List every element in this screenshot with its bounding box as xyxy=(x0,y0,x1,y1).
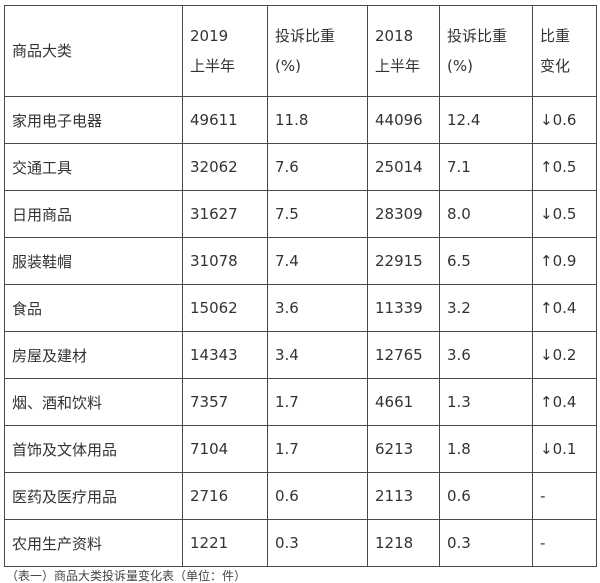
cell-pct-2018: 0.6 xyxy=(439,472,533,520)
header-pct-2019-unit: (%) xyxy=(275,57,301,75)
cell-pct-2019: 7.5 xyxy=(267,190,368,238)
cell-count-2019: 31078 xyxy=(182,237,268,285)
cell-category: 家用电子电器 xyxy=(4,96,183,144)
table-caption: （表一）商品大类投诉量变化表（单位：件） xyxy=(6,569,247,583)
header-count-2018: 2018 上半年 xyxy=(367,5,440,97)
cell-category: 交通工具 xyxy=(4,143,183,191)
cell-change: - xyxy=(532,472,597,520)
cell-change: ↓0.2 xyxy=(532,331,597,379)
table-header-row: 商品大类 2019 上半年 投诉比重 (%) 2018 上半年 投诉比重 (%)… xyxy=(4,5,597,97)
cell-count-2018: 25014 xyxy=(367,143,440,191)
cell-count-2019: 49611 xyxy=(182,96,268,144)
cell-pct-2018: 7.1 xyxy=(439,143,533,191)
cell-count-2019: 14343 xyxy=(182,331,268,379)
header-count-2018-period: 上半年 xyxy=(375,57,421,75)
header-count-2018-year: 2018 xyxy=(375,27,414,45)
cell-pct-2019: 0.3 xyxy=(267,519,368,567)
cell-pct-2019: 1.7 xyxy=(267,425,368,473)
cell-count-2018: 11339 xyxy=(367,284,440,332)
cell-count-2018: 1218 xyxy=(367,519,440,567)
cell-pct-2018: 1.3 xyxy=(439,378,533,426)
table-row: 烟、酒和饮料 7357 1.7 4661 1.3 ↑0.4 xyxy=(4,378,597,426)
cell-change: ↑0.4 xyxy=(532,284,597,332)
cell-count-2018: 4661 xyxy=(367,378,440,426)
table-row: 家用电子电器 49611 11.8 44096 12.4 ↓0.6 xyxy=(4,96,597,144)
cell-pct-2018: 8.0 xyxy=(439,190,533,238)
cell-count-2019: 31627 xyxy=(182,190,268,238)
cell-change: ↓0.1 xyxy=(532,425,597,473)
cell-category: 烟、酒和饮料 xyxy=(4,378,183,426)
table-row: 食品 15062 3.6 11339 3.2 ↑0.4 xyxy=(4,284,597,332)
header-pct-2018: 投诉比重 (%) xyxy=(439,5,533,97)
cell-pct-2018: 3.2 xyxy=(439,284,533,332)
header-pct-2018-unit: (%) xyxy=(447,57,473,75)
cell-change: ↓0.6 xyxy=(532,96,597,144)
cell-change: ↑0.5 xyxy=(532,143,597,191)
complaint-category-table: 商品大类 2019 上半年 投诉比重 (%) 2018 上半年 投诉比重 (%)… xyxy=(4,5,597,567)
cell-category: 服装鞋帽 xyxy=(4,237,183,285)
cell-pct-2018: 0.3 xyxy=(439,519,533,567)
cell-count-2018: 44096 xyxy=(367,96,440,144)
cell-pct-2019: 7.4 xyxy=(267,237,368,285)
cell-count-2018: 2113 xyxy=(367,472,440,520)
cell-change: ↓0.5 xyxy=(532,190,597,238)
table-row: 医药及医疗用品 2716 0.6 2113 0.6 - xyxy=(4,472,597,520)
cell-pct-2019: 3.4 xyxy=(267,331,368,379)
cell-count-2018: 22915 xyxy=(367,237,440,285)
cell-count-2019: 7357 xyxy=(182,378,268,426)
cell-pct-2019: 7.6 xyxy=(267,143,368,191)
header-pct-2019: 投诉比重 (%) xyxy=(267,5,368,97)
cell-pct-2018: 6.5 xyxy=(439,237,533,285)
cell-pct-2019: 1.7 xyxy=(267,378,368,426)
cell-category: 食品 xyxy=(4,284,183,332)
table-row: 日用商品 31627 7.5 28309 8.0 ↓0.5 xyxy=(4,190,597,238)
header-change: 比重 变化 xyxy=(532,5,597,97)
table-row: 交通工具 32062 7.6 25014 7.1 ↑0.5 xyxy=(4,143,597,191)
header-change-line2: 变化 xyxy=(540,57,571,75)
header-count-2019-year: 2019 xyxy=(190,27,229,45)
cell-count-2018: 6213 xyxy=(367,425,440,473)
cell-change: ↑0.4 xyxy=(532,378,597,426)
cell-category: 日用商品 xyxy=(4,190,183,238)
cell-pct-2018: 3.6 xyxy=(439,331,533,379)
table-row: 农用生产资料 1221 0.3 1218 0.3 - xyxy=(4,519,597,567)
cell-change: - xyxy=(532,519,597,567)
header-pct-2019-label: 投诉比重 xyxy=(275,27,336,45)
header-change-line1: 比重 xyxy=(540,27,571,45)
table-row: 首饰及文体用品 7104 1.7 6213 1.8 ↓0.1 xyxy=(4,425,597,473)
header-count-2019: 2019 上半年 xyxy=(182,5,268,97)
cell-count-2019: 15062 xyxy=(182,284,268,332)
cell-count-2019: 32062 xyxy=(182,143,268,191)
cell-count-2019: 7104 xyxy=(182,425,268,473)
cell-pct-2019: 3.6 xyxy=(267,284,368,332)
cell-count-2019: 2716 xyxy=(182,472,268,520)
cell-pct-2019: 11.8 xyxy=(267,96,368,144)
table-row: 服装鞋帽 31078 7.4 22915 6.5 ↑0.9 xyxy=(4,237,597,285)
cell-category: 首饰及文体用品 xyxy=(4,425,183,473)
header-pct-2018-label: 投诉比重 xyxy=(447,27,508,45)
cell-count-2018: 28309 xyxy=(367,190,440,238)
header-category: 商品大类 xyxy=(4,5,183,97)
cell-pct-2018: 12.4 xyxy=(439,96,533,144)
cell-category: 房屋及建材 xyxy=(4,331,183,379)
cell-count-2018: 12765 xyxy=(367,331,440,379)
header-count-2019-period: 上半年 xyxy=(190,57,236,75)
cell-pct-2018: 1.8 xyxy=(439,425,533,473)
cell-category: 农用生产资料 xyxy=(4,519,183,567)
cell-category: 医药及医疗用品 xyxy=(4,472,183,520)
cell-change: ↑0.9 xyxy=(532,237,597,285)
cell-pct-2019: 0.6 xyxy=(267,472,368,520)
cell-count-2019: 1221 xyxy=(182,519,268,567)
header-category-text: 商品大类 xyxy=(12,42,73,60)
table-row: 房屋及建材 14343 3.4 12765 3.6 ↓0.2 xyxy=(4,331,597,379)
